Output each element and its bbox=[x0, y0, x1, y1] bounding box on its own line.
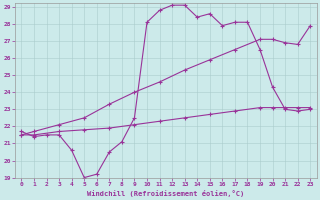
X-axis label: Windchill (Refroidissement éolien,°C): Windchill (Refroidissement éolien,°C) bbox=[87, 190, 244, 197]
